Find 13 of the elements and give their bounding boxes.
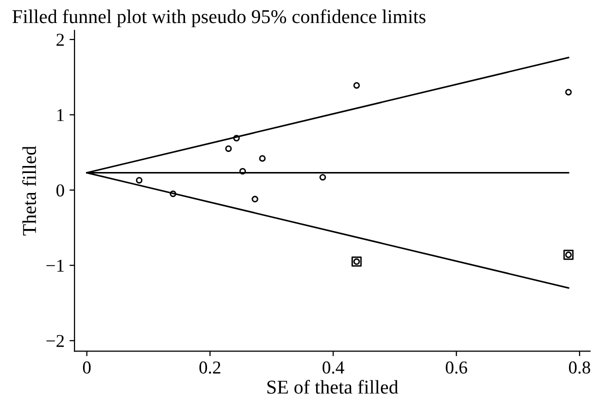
chart-title: Filled funnel plot with pseudo 95% confidence limits — [12, 9, 426, 28]
x-axis-title: SE of theta filled — [267, 380, 398, 394]
y-tick-label: 1 — [57, 109, 64, 122]
y-tick-label: 2 — [56, 34, 64, 46]
x-tick-label: 0.4 — [322, 361, 344, 374]
y-tick-label: 0 — [56, 184, 64, 197]
x-tick-label: 0.8 — [568, 361, 590, 374]
x-tick-label: 0 — [82, 361, 91, 374]
y-tick-label: −1 — [46, 260, 64, 272]
x-tick-label: 0.2 — [199, 361, 220, 374]
x-tick-label: 0.6 — [446, 361, 468, 374]
y-axis-title: Theta filled — [22, 146, 36, 236]
y-tick-label: −2 — [46, 334, 64, 347]
